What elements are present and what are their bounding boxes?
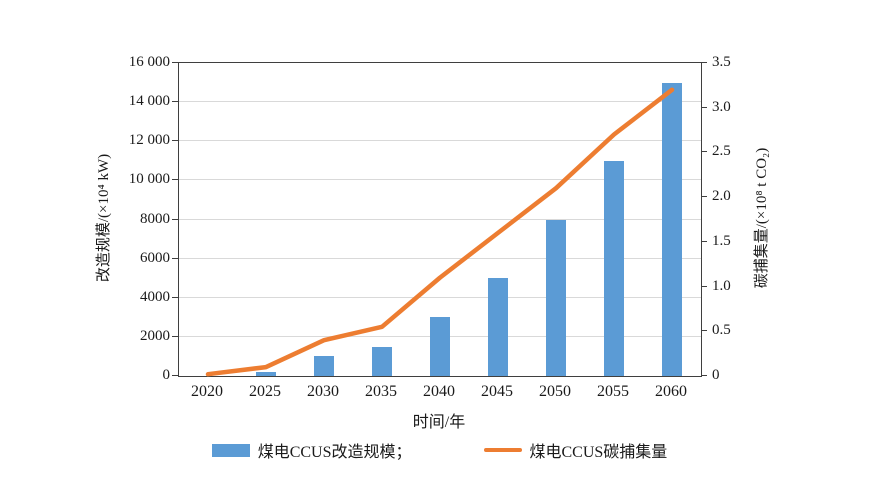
left-y-tick-mark (172, 218, 178, 220)
x-axis-title: 时间/年 (412, 414, 466, 431)
legend-label-line: 煤电CCUS碳捕集量 (529, 444, 668, 461)
gridline (179, 257, 701, 259)
right-y-tick-mark (701, 151, 707, 153)
right-y-tick-mark (701, 330, 707, 332)
legend-item-bar: 煤电CCUS改造规模； (211, 438, 412, 462)
left-y-tick-label: 2000 (140, 327, 170, 344)
right-y-tick-mark (701, 106, 707, 108)
right-y-tick-mark (701, 62, 707, 63)
plot-area (178, 62, 702, 377)
left-y-tick-label: 14 000 (128, 93, 170, 110)
bar (372, 346, 392, 376)
bar-series-swatch (211, 443, 250, 457)
x-tick-label: 2040 (423, 383, 455, 400)
left-y-tick-label: 6000 (140, 249, 170, 266)
right-y-tick-mark (701, 285, 707, 287)
bar (430, 317, 450, 376)
x-tick-label: 2030 (307, 383, 339, 400)
gridline (179, 101, 701, 103)
x-tick-label: 2060 (655, 383, 687, 400)
right-y-tick-label: 3.0 (712, 98, 731, 115)
bar (604, 160, 624, 376)
left-y-tick-mark (172, 179, 178, 181)
bar (488, 278, 508, 376)
legend-label-bar: 煤电CCUS改造规模； (257, 444, 412, 461)
bar (256, 372, 276, 376)
x-tick-label: 2045 (481, 383, 513, 400)
right-y-tick-mark (701, 240, 707, 242)
bar (314, 356, 334, 376)
legend: 煤电CCUS改造规模； 煤电CCUS碳捕集量 (0, 438, 879, 462)
left-y-tick-mark (172, 257, 178, 259)
line-series (205, 87, 675, 377)
legend-item-line: 煤电CCUS碳捕集量 (483, 438, 668, 462)
left-y-tick-mark (172, 296, 178, 298)
left-y-tick-label: 4000 (140, 288, 170, 305)
right-y-tick-label: 2.0 (712, 188, 731, 205)
left-y-tick-label: 8000 (140, 210, 170, 227)
x-tick-label: 2035 (365, 383, 397, 400)
left-y-tick-mark (172, 101, 178, 103)
x-tick-label: 2020 (191, 383, 223, 400)
left-y-tick-mark (172, 62, 178, 63)
x-tick-label: 2055 (597, 383, 629, 400)
right-y-tick-mark (701, 196, 707, 198)
x-tick-label: 2025 (249, 383, 281, 400)
right-y-tick-label: 0 (712, 367, 720, 383)
left-y-tick-mark (172, 140, 178, 142)
right-y-tick-label: 2.5 (712, 143, 731, 160)
gridline (179, 179, 701, 181)
left-y-tick-mark (172, 335, 178, 337)
gridline (179, 296, 701, 298)
left-y-tick-label: 16 000 (128, 54, 170, 70)
right-y-tick-mark (701, 375, 707, 376)
right-y-tick-label: 1.5 (712, 232, 731, 249)
line-path (205, 87, 675, 377)
right-y-tick-label: 1.0 (712, 277, 731, 294)
left-y-tick-label: 12 000 (128, 132, 170, 149)
bar (546, 219, 566, 376)
line-series-swatch (483, 448, 522, 452)
right-y-tick-label: 0.5 (712, 322, 731, 339)
left-y-tick-label: 10 000 (128, 171, 170, 188)
x-tick-label: 2050 (539, 383, 571, 400)
left-y-tick-mark (172, 375, 178, 376)
left-y-tick-label: 0 (162, 367, 171, 383)
right-y-tick-label: 3.5 (712, 54, 731, 70)
gridline (179, 140, 701, 142)
bar (662, 82, 682, 376)
gridline (179, 218, 701, 220)
